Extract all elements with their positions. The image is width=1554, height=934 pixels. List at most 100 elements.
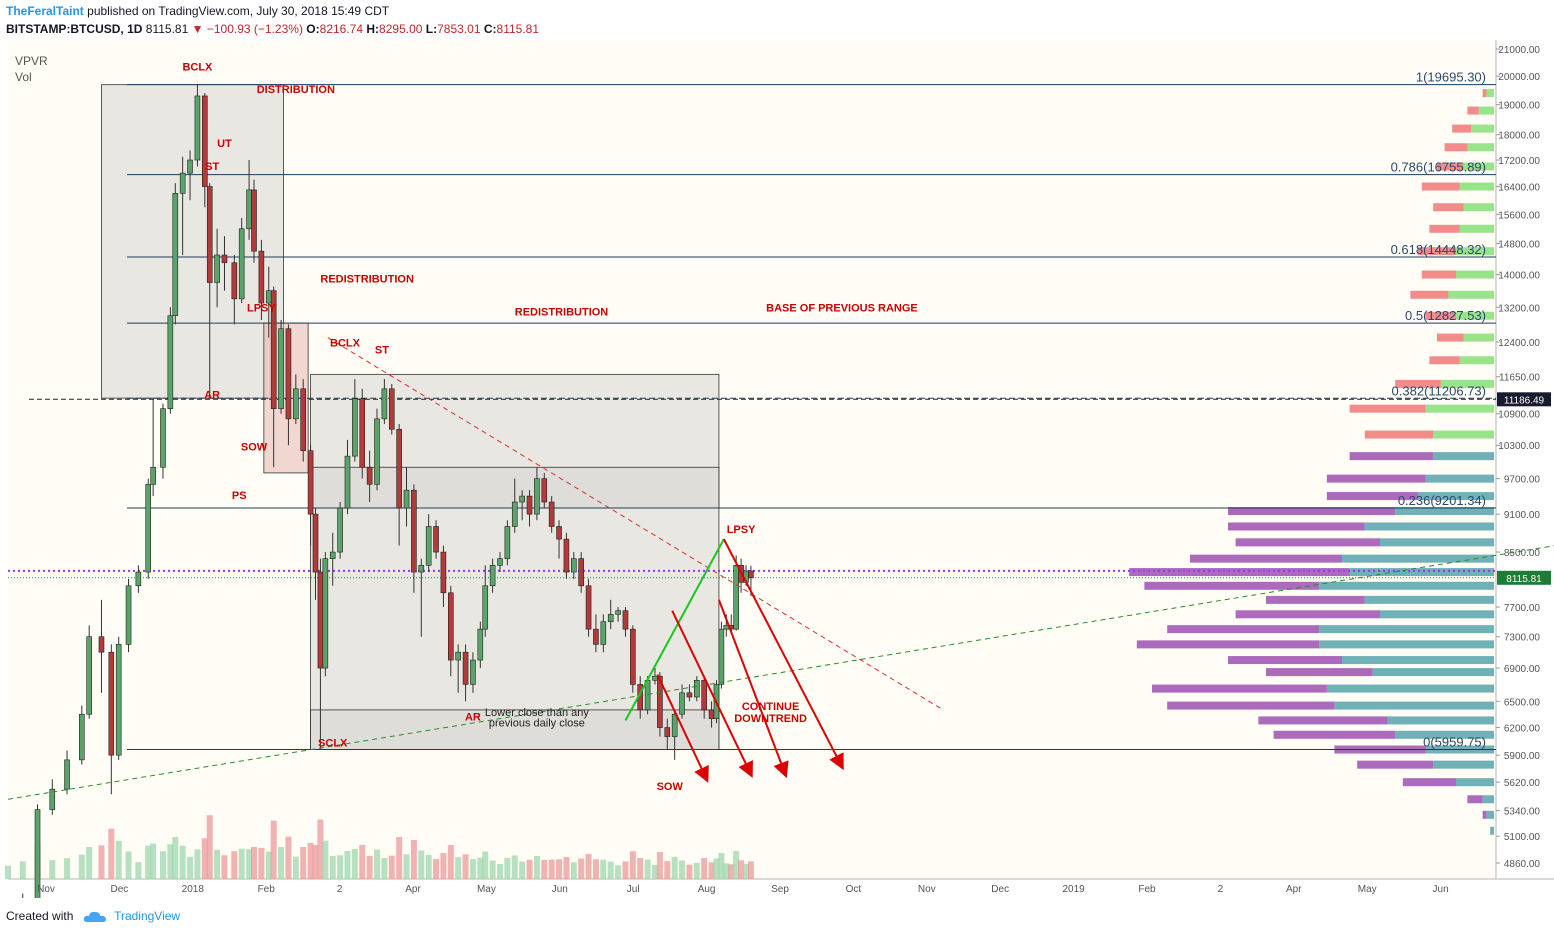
candle-body <box>570 558 577 573</box>
candle-body <box>231 262 238 300</box>
candle-body <box>622 610 629 630</box>
vpvr-sell-bar <box>1349 404 1426 413</box>
candle-body <box>337 507 343 553</box>
vpvr-sell-bar <box>1467 106 1479 115</box>
fib-level-label: 0.786(16755.89) <box>1391 160 1486 175</box>
candle-body <box>49 788 56 810</box>
volume-bar <box>440 853 447 879</box>
volume-bar <box>206 815 213 879</box>
vpvr-buy-bar <box>1364 522 1494 531</box>
chart-annotation: DISTRIBUTION <box>257 84 335 96</box>
y-tick-label: 6200.00 <box>1504 724 1541 735</box>
volume-bar <box>86 846 93 879</box>
volume-bar <box>115 840 122 879</box>
candle-body <box>374 418 380 485</box>
y-tick-label: 18000.00 <box>1498 131 1540 142</box>
chart-annotation: PS <box>232 490 247 502</box>
candle-body <box>600 621 607 645</box>
candle-body <box>150 466 156 485</box>
candle-body <box>489 565 496 587</box>
volume-bar <box>747 861 754 879</box>
high-label: H: <box>366 22 380 36</box>
y-tick-label: 14000.00 <box>1498 271 1540 282</box>
candle-body <box>396 428 402 509</box>
author-link[interactable]: TheFeralTaint <box>6 4 84 18</box>
vpvr-buy-bar <box>1448 290 1494 299</box>
price-tag-label: 11186.49 <box>1504 395 1545 406</box>
volume-bar <box>570 862 577 879</box>
candle-body <box>447 592 454 661</box>
candle-body <box>317 571 324 669</box>
chart-annotation: BCLX <box>330 338 361 350</box>
vpvr-buy-bar <box>1319 581 1494 590</box>
candle-body <box>425 526 432 566</box>
candle-body <box>671 713 678 737</box>
candle-body <box>79 713 85 761</box>
candle-body <box>221 254 228 264</box>
symbol-label[interactable]: BITSTAMP:BTCUSD, 1D <box>6 22 143 36</box>
chart-annotation: SOW <box>241 442 268 454</box>
candle-body <box>270 290 277 409</box>
candle-body <box>433 526 439 553</box>
vpvr-buy-bar <box>1463 333 1494 342</box>
vpvr-buy-bar <box>1471 124 1494 133</box>
candle-body <box>145 484 152 573</box>
vpvr-buy-bar <box>1456 270 1494 279</box>
candle-body <box>108 651 115 756</box>
volume-bar <box>312 845 319 879</box>
downtrend-arrow <box>722 538 844 771</box>
volume-bar <box>743 863 749 879</box>
candle-body <box>418 565 425 573</box>
vol-indicator-label[interactable]: Vol <box>15 70 32 84</box>
volume-bar <box>300 847 307 879</box>
volume-bar <box>418 850 425 879</box>
vpvr-sell-bar <box>1326 474 1426 483</box>
candle-body <box>381 388 388 420</box>
volume-bar <box>246 849 253 879</box>
vpvr-sell-bar <box>1433 203 1464 212</box>
chart-annotation: REDISTRIBUTION <box>320 274 414 286</box>
y-tick-label: 11650.00 <box>1499 373 1540 384</box>
volume-bar <box>150 843 157 879</box>
candle-body <box>541 478 548 503</box>
vpvr-buy-bar <box>1395 507 1494 516</box>
y-tick-label: 6500.00 <box>1504 697 1541 708</box>
volume-bar <box>578 858 585 879</box>
candle-body <box>86 636 92 715</box>
candle-body <box>214 254 220 283</box>
vpvr-buy-bar <box>1418 492 1494 501</box>
publish-line: TheFeralTaint published on TradingView.c… <box>6 4 389 18</box>
vpvr-buy-bar <box>1459 356 1494 365</box>
vpvr-buy-bar <box>1482 795 1494 804</box>
candle-body <box>701 679 707 711</box>
volume-bar <box>214 849 221 879</box>
y-tick-label: 7700.00 <box>1504 603 1541 614</box>
vpvr-sell-bar <box>1482 810 1487 819</box>
last-price: 8115.81 <box>145 22 189 36</box>
vpvr-buy-bar <box>1380 610 1494 619</box>
vpvr-sell-bar <box>1421 270 1456 279</box>
vpvr-buy-bar <box>1433 430 1494 439</box>
vpvr-buy-bar <box>1372 668 1494 677</box>
candle-body <box>497 558 503 566</box>
trendline <box>327 337 941 709</box>
volume-bar <box>433 859 440 879</box>
downtrend-arrow <box>718 599 789 779</box>
vpvr-buy-bar <box>1463 203 1494 212</box>
open-value: 8216.74 <box>319 22 364 36</box>
volume-bar <box>265 851 272 879</box>
candle-body <box>352 398 358 457</box>
price-chart[interactable]: VPVR Vol 1(19695.30) 0.786(16755.89) 0.618… <box>0 40 1554 898</box>
volume-bar <box>664 861 671 879</box>
y-tick-label: 5340.00 <box>1504 807 1541 818</box>
volume-bar <box>388 855 395 879</box>
vpvr-buy-bar <box>1463 162 1494 171</box>
y-tick-label: 12400.00 <box>1498 338 1540 349</box>
volume-bar <box>489 860 496 879</box>
tradingview-link[interactable]: TradingView <box>114 909 181 923</box>
vpvr-indicator-label[interactable]: VPVR <box>15 54 48 68</box>
y-tick-label: 16400.00 <box>1498 183 1540 194</box>
fib-level-label: 0.5(12827.53) <box>1405 308 1486 323</box>
candle-body <box>652 675 658 681</box>
x-tick-label: Dec <box>111 884 129 895</box>
